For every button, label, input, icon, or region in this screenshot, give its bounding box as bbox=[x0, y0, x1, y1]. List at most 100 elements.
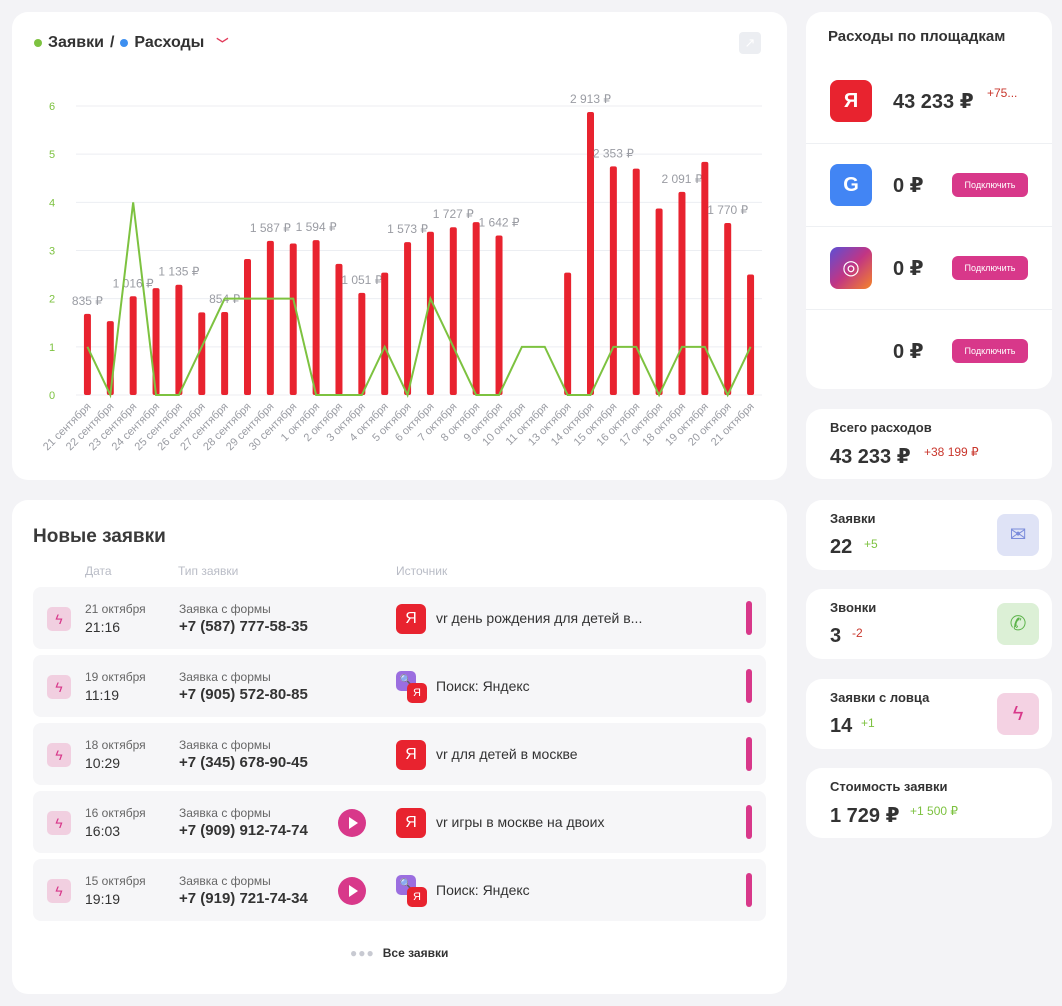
bar-data-label: 1 770 ₽ bbox=[707, 203, 748, 217]
catcher-leads-value: 14 bbox=[830, 715, 853, 737]
chevron-down-icon[interactable]: ﹀ bbox=[216, 36, 229, 51]
platform-row: ◎ 0 ₽ Подключить bbox=[806, 226, 1052, 308]
lead-time: 19:19 bbox=[85, 891, 121, 907]
lead-source: vr день рождения для детей в... bbox=[436, 610, 643, 626]
lead-phone[interactable]: +7 (919) 721-74-34 bbox=[179, 890, 308, 907]
spend-bar bbox=[747, 274, 755, 395]
bar-data-label: 1 135 ₽ bbox=[158, 265, 199, 279]
mail-icon: ✉ bbox=[997, 514, 1039, 556]
catcher-leads-delta: +1 bbox=[861, 716, 875, 730]
spend-bar bbox=[426, 231, 434, 395]
lead-date: 19 октября bbox=[85, 670, 146, 684]
lead-phone[interactable]: +7 (345) 678-90-45 bbox=[179, 754, 308, 771]
bar-data-label: 835 ₽ bbox=[72, 294, 103, 308]
all-leads-label: Все заявки bbox=[382, 946, 449, 960]
y-tick-label: 4 bbox=[49, 197, 55, 209]
lead-phone[interactable]: +7 (587) 777-58-35 bbox=[179, 618, 308, 635]
lead-row[interactable]: ϟ 18 октября 10:29 Заявка с формы +7 (345) 6… bbox=[33, 723, 766, 785]
calls-count-delta: -2 bbox=[852, 626, 863, 640]
lead-cost-delta: +1 500 ₽ bbox=[910, 804, 959, 818]
spend-bar bbox=[587, 112, 594, 395]
calls-count-label: Звонки bbox=[830, 600, 877, 615]
spend-bar bbox=[609, 166, 617, 395]
lead-status-marker bbox=[746, 601, 752, 635]
lead-phone[interactable]: +7 (905) 572-80-85 bbox=[179, 686, 308, 703]
y-tick-label: 1 bbox=[49, 342, 55, 354]
spend-bar bbox=[335, 263, 343, 395]
bar-data-label: 1 573 ₽ bbox=[387, 222, 428, 236]
google-icon: G bbox=[830, 164, 872, 206]
lead-status-marker bbox=[746, 873, 752, 907]
spend-bar bbox=[678, 191, 686, 395]
platform-row: Я 43 233 ₽ +75... bbox=[806, 60, 1052, 142]
chart-card: Заявки / Расходы ﹀ ↗ 0 1 2 3 4 5 6 835 ₽21 сент… bbox=[12, 12, 787, 480]
lead-time: 11:19 bbox=[85, 687, 119, 703]
lightning-icon: ϟ bbox=[47, 811, 71, 835]
lead-row[interactable]: ϟ 15 октября 19:19 Заявка с формы +7 (919) 7… bbox=[33, 859, 766, 921]
lead-phone[interactable]: +7 (909) 912-74-74 bbox=[179, 822, 308, 839]
bar-data-label: 1 051 ₽ bbox=[341, 273, 382, 287]
lead-status-marker bbox=[746, 669, 752, 703]
chart-legend[interactable]: Заявки / Расходы ﹀ bbox=[34, 34, 228, 52]
lead-type: Заявка с формы bbox=[179, 738, 271, 752]
lead-time: 16:03 bbox=[85, 823, 121, 839]
bar-data-label: 2 353 ₽ bbox=[593, 146, 634, 160]
catcher-leads-label: Заявки с ловца bbox=[830, 690, 930, 705]
yandex-icon: Я bbox=[396, 740, 426, 770]
platform-value: 0 ₽ bbox=[893, 175, 924, 197]
spend-bar bbox=[404, 242, 412, 395]
spend-bar bbox=[152, 288, 160, 395]
lightning-icon: ϟ bbox=[47, 879, 71, 903]
connect-button[interactable]: Подключить bbox=[952, 256, 1028, 280]
spend-bar bbox=[244, 258, 251, 395]
lead-source: vr для детей в москве bbox=[436, 746, 578, 762]
spend-bar bbox=[289, 243, 297, 395]
bar-data-label: 1 016 ₽ bbox=[113, 276, 154, 290]
lead-status-marker bbox=[746, 805, 752, 839]
lead-type: Заявка с формы bbox=[179, 602, 271, 616]
leads-series-label: Заявки bbox=[48, 34, 104, 51]
column-header-type: Тип заявки bbox=[178, 564, 239, 578]
instagram-icon: ◎ bbox=[830, 247, 872, 289]
lead-source: Поиск: Яндекс bbox=[436, 882, 530, 898]
lightning-icon: ϟ bbox=[47, 743, 71, 767]
lead-cost-value: 1 729 ₽ bbox=[830, 805, 900, 827]
lead-status-marker bbox=[746, 737, 752, 771]
lead-row[interactable]: ϟ 16 октября 16:03 Заявка с формы +7 (909) 9… bbox=[33, 791, 766, 853]
lead-date: 18 октября bbox=[85, 738, 146, 752]
spend-bar bbox=[83, 313, 91, 395]
column-header-source: Источник bbox=[396, 564, 448, 578]
lead-type: Заявка с формы bbox=[179, 806, 271, 820]
lightning-icon: ϟ bbox=[997, 693, 1039, 735]
leads-count-label: Заявки bbox=[830, 511, 876, 526]
y-tick-label: 2 bbox=[49, 294, 55, 306]
y-tick-label: 0 bbox=[49, 390, 55, 402]
calls-count-card: Звонки 3 -2 ✆ bbox=[806, 589, 1052, 659]
play-recording-button[interactable] bbox=[338, 809, 366, 837]
spend-bar bbox=[129, 296, 137, 395]
platform-row: 0 ₽ Подключить bbox=[806, 309, 1052, 391]
connect-button[interactable]: Подключить bbox=[952, 173, 1028, 197]
spend-series-label: Расходы bbox=[134, 34, 205, 51]
lead-row[interactable]: ϟ 19 октября 11:19 Заявка с формы +7 (905) 5… bbox=[33, 655, 766, 717]
column-header-date: Дата bbox=[85, 564, 112, 578]
bar-data-label: 1 587 ₽ bbox=[250, 221, 291, 235]
lead-cost-card: Стоимость заявки 1 729 ₽ +1 500 ₽ bbox=[806, 768, 1052, 838]
total-spend-delta: +38 199 ₽ bbox=[924, 445, 979, 459]
lead-row[interactable]: ϟ 21 октября 21:16 Заявка с формы +7 (587) 7… bbox=[33, 587, 766, 649]
connect-button[interactable]: Подключить bbox=[952, 339, 1028, 363]
spend-bar bbox=[266, 240, 274, 395]
spend-bar bbox=[358, 292, 366, 395]
leads-title: Новые заявки bbox=[33, 526, 166, 547]
all-leads-link[interactable]: ●●● Все заявки bbox=[350, 946, 448, 960]
play-recording-button[interactable] bbox=[338, 877, 366, 905]
y-tick-label: 3 bbox=[49, 246, 55, 258]
lead-cost-label: Стоимость заявки bbox=[830, 779, 948, 794]
calls-count-value: 3 bbox=[830, 625, 842, 647]
lead-date: 16 октября bbox=[85, 806, 146, 820]
spend-bar bbox=[724, 223, 732, 395]
lightning-icon: ϟ bbox=[47, 607, 71, 631]
yandex-search-icon: 🔍 Я bbox=[396, 875, 428, 907]
lead-type: Заявка с формы bbox=[179, 670, 271, 684]
expand-icon[interactable]: ↗ bbox=[739, 32, 761, 54]
